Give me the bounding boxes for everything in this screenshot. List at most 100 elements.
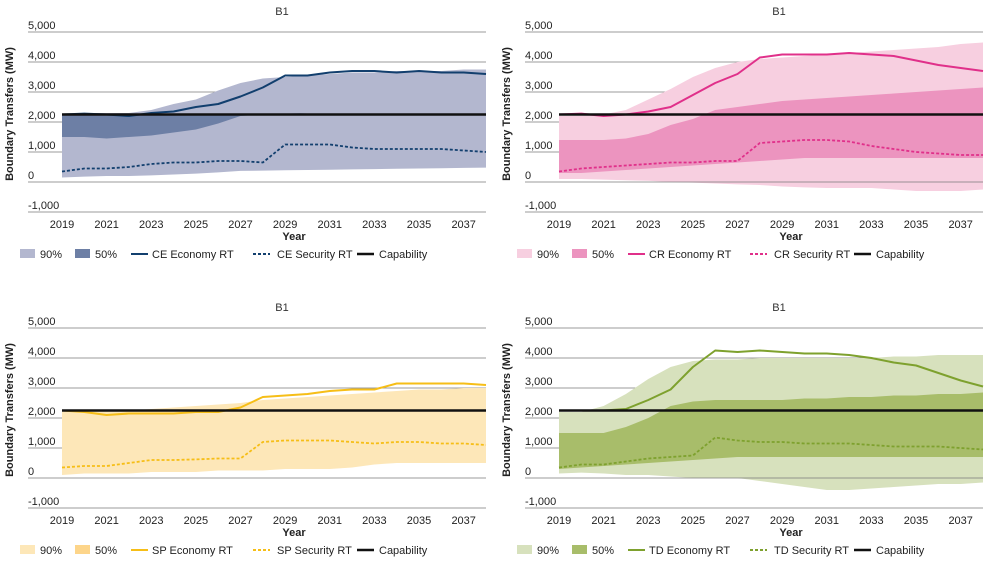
- x-tick-label: 2035: [904, 515, 928, 527]
- x-tick-label: 2029: [770, 219, 794, 231]
- legend-swatch: [517, 545, 532, 554]
- x-tick-label: 2023: [636, 515, 660, 527]
- legend-label: 90%: [537, 249, 559, 261]
- legend-swatch: [20, 545, 35, 554]
- y-tick-label: 3,000: [525, 376, 553, 388]
- x-tick-label: 2037: [948, 515, 972, 527]
- y-tick-label: 3,000: [525, 80, 553, 92]
- chart-svg: B1 -1,000 0 1,000 2,000 3,000 4,000 5,000 2019 20…: [4, 302, 487, 557]
- security-line: [558, 139, 983, 173]
- chart-panel-ce: B1 -1,000 0 1,000 2,000 3,000 4,000 5,000 2019 20…: [0, 0, 496, 282]
- x-tick-label: 2019: [50, 515, 74, 527]
- x-tick-label: 2031: [318, 219, 342, 231]
- x-tick-label: 2037: [451, 515, 475, 527]
- x-tick-label: 2019: [50, 219, 74, 231]
- y-tick-label: -1,000: [28, 496, 59, 508]
- chart-title: B1: [275, 6, 288, 18]
- y-tick-label: 2,000: [525, 110, 553, 122]
- y-axis-label: Boundary Transfers (MW): [4, 343, 16, 477]
- y-tick-label: 2,000: [525, 406, 553, 418]
- chart-svg: B1 -1,000 0 1,000 2,000 3,000 4,000 5,000 2019 20…: [501, 302, 984, 557]
- x-tick-label: 2019: [547, 515, 571, 527]
- band-50: [559, 87, 983, 173]
- x-axis-label: Year: [282, 527, 306, 539]
- x-tick-label: 2023: [139, 219, 163, 231]
- legend-label: 50%: [592, 249, 614, 261]
- y-tick-label: 3,000: [28, 376, 56, 388]
- chart-svg: B1 -1,000 0 1,000 2,000 3,000 4,000 5,000 2019 20…: [501, 6, 984, 261]
- x-tick-label: 2023: [636, 219, 660, 231]
- x-tick-label: 2021: [591, 219, 615, 231]
- legend-label: TD Economy RT: [649, 545, 730, 557]
- y-tick-label: 2,000: [28, 110, 56, 122]
- y-axis-label: Boundary Transfers (MW): [501, 47, 513, 181]
- y-tick-label: 1,000: [525, 436, 553, 448]
- legend-label: Capability: [379, 249, 428, 261]
- band-90: [62, 69, 486, 178]
- legend-label: CE Security RT: [277, 249, 353, 261]
- x-tick-label: 2027: [725, 515, 749, 527]
- legend-label: SP Security RT: [277, 545, 352, 557]
- x-tick-label: 2027: [228, 515, 252, 527]
- legend-label: Capability: [379, 545, 428, 557]
- y-tick-label: 5,000: [525, 20, 553, 32]
- legend-label: Capability: [876, 249, 925, 261]
- chart-panel-sp: B1 -1,000 0 1,000 2,000 3,000 4,000 5,000 2019 20…: [0, 296, 496, 578]
- x-tick-label: 2021: [94, 515, 118, 527]
- y-tick-label: 0: [28, 170, 34, 182]
- x-tick-label: 2029: [273, 515, 297, 527]
- x-tick-label: 2025: [681, 515, 705, 527]
- legend-label: 90%: [40, 249, 62, 261]
- y-tick-label: 4,000: [28, 346, 56, 358]
- x-axis-label: Year: [779, 231, 803, 243]
- x-tick-label: 2031: [318, 515, 342, 527]
- y-tick-label: 0: [525, 170, 531, 182]
- legend-label: SP Economy RT: [152, 545, 233, 557]
- y-tick-label: 4,000: [525, 346, 553, 358]
- legend-swatch: [572, 545, 587, 554]
- x-tick-label: 2037: [451, 219, 475, 231]
- x-tick-label: 2029: [273, 219, 297, 231]
- band-90: [62, 388, 486, 475]
- chart-title: B1: [772, 6, 785, 18]
- y-axis-label: Boundary Transfers (MW): [4, 47, 16, 181]
- y-tick-label: -1,000: [525, 200, 556, 212]
- legend-label: CE Economy RT: [152, 249, 234, 261]
- y-tick-label: 1,000: [525, 140, 553, 152]
- y-tick-label: 5,000: [28, 316, 56, 328]
- x-tick-label: 2033: [859, 219, 883, 231]
- x-tick-label: 2025: [184, 515, 208, 527]
- x-tick-label: 2033: [362, 219, 386, 231]
- legend-label: 50%: [592, 545, 614, 557]
- x-tick-label: 2033: [859, 515, 883, 527]
- legend-label: Capability: [876, 545, 925, 557]
- y-axis-label: Boundary Transfers (MW): [501, 343, 513, 477]
- y-tick-label: 0: [525, 466, 531, 478]
- legend-swatch: [20, 249, 35, 258]
- band-50: [62, 113, 486, 139]
- legend-swatch: [75, 249, 90, 258]
- x-tick-label: 2035: [407, 219, 431, 231]
- x-tick-label: 2029: [770, 515, 794, 527]
- x-tick-label: 2027: [228, 219, 252, 231]
- legend-label: CR Economy RT: [649, 249, 732, 261]
- legend-swatch: [517, 249, 532, 258]
- x-tick-label: 2023: [139, 515, 163, 527]
- legend-label: 90%: [537, 545, 559, 557]
- x-axis-label: Year: [282, 231, 306, 243]
- legend-label: 50%: [95, 249, 117, 261]
- chart-title: B1: [275, 302, 288, 314]
- legend-label: CR Security RT: [774, 249, 850, 261]
- economy-line: [559, 349, 984, 412]
- y-tick-label: 2,000: [28, 406, 56, 418]
- y-tick-label: 1,000: [28, 140, 56, 152]
- y-tick-label: 4,000: [28, 50, 56, 62]
- x-tick-label: 2027: [725, 219, 749, 231]
- y-tick-label: 5,000: [28, 20, 56, 32]
- x-tick-label: 2035: [407, 515, 431, 527]
- chart-panel-td: B1 -1,000 0 1,000 2,000 3,000 4,000 5,000 2019 20…: [497, 296, 993, 578]
- legend-swatch: [572, 249, 587, 258]
- chart-svg: B1 -1,000 0 1,000 2,000 3,000 4,000 5,000 2019 20…: [4, 6, 487, 261]
- x-tick-label: 2025: [681, 219, 705, 231]
- y-tick-label: 0: [28, 466, 34, 478]
